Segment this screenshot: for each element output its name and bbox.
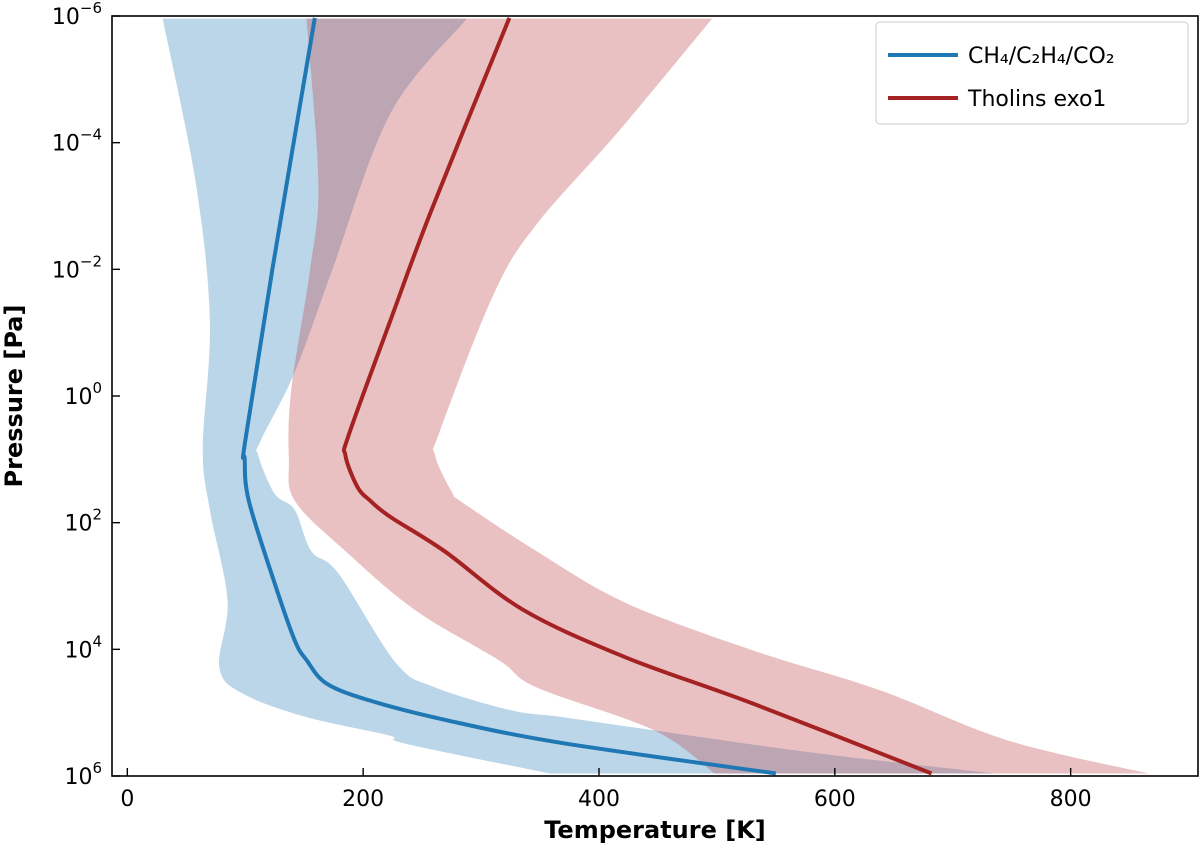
- x-tick-label: 400: [578, 787, 620, 812]
- y-axis-label: Pressure [Pa]: [0, 305, 28, 488]
- y-axis-ticks: 10−6 10−4 10−2 100 102 104 106: [52, 0, 120, 790]
- x-tick-label: 600: [814, 787, 856, 812]
- series-lines: [240, 17, 933, 776]
- y-tick-label: 102: [64, 506, 102, 537]
- series-line-0: [240, 17, 777, 776]
- y-tick-label: 104: [64, 632, 102, 663]
- y-tick-label: 10−6: [52, 0, 102, 30]
- series-line-1: [341, 17, 933, 776]
- legend-label-0: CH₄/C₂H₄/CO₂: [968, 44, 1115, 69]
- y-tick-label: 10−4: [52, 126, 102, 157]
- confidence-bands: [162, 18, 1149, 774]
- y-tick-label: 100: [64, 379, 102, 410]
- x-axis-label: Temperature [K]: [544, 816, 766, 844]
- y-tick-label: 106: [64, 759, 102, 790]
- x-axis-ticks: 0 200 400 600 800: [120, 768, 1092, 812]
- y-tick-label: 10−2: [52, 252, 102, 283]
- legend: CH₄/C₂H₄/CO₂ Tholins exo1: [875, 21, 1189, 125]
- legend-label-1: Tholins exo1: [967, 87, 1106, 112]
- x-tick-label: 0: [120, 787, 134, 812]
- band-1: [288, 18, 1149, 774]
- band-0: [162, 18, 996, 774]
- x-tick-label: 800: [1050, 787, 1092, 812]
- x-tick-label: 200: [342, 787, 384, 812]
